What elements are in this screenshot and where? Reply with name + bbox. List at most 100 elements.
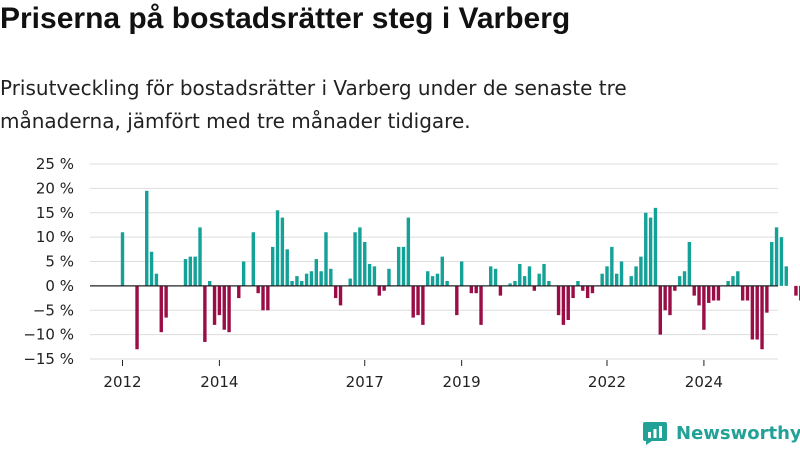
brand-logo: Newsworthy bbox=[642, 418, 800, 448]
y-tick-label: 15 % bbox=[36, 204, 74, 222]
y-tick-label: 0 % bbox=[45, 277, 74, 295]
bar bbox=[658, 285, 662, 335]
bar bbox=[634, 266, 638, 286]
bar bbox=[493, 268, 498, 286]
bar bbox=[784, 266, 788, 286]
bar bbox=[227, 285, 231, 333]
bar bbox=[469, 285, 474, 294]
bar bbox=[377, 285, 381, 296]
grid-lines bbox=[90, 163, 778, 360]
y-tick-label: 20 % bbox=[36, 179, 74, 197]
bar bbox=[314, 259, 318, 286]
bar bbox=[435, 273, 440, 286]
bar bbox=[585, 285, 590, 299]
y-tick-label: −15 % bbox=[23, 350, 74, 368]
bar bbox=[740, 285, 745, 301]
bar bbox=[203, 285, 207, 342]
bar bbox=[508, 283, 512, 286]
x-tick-label: 2022 bbox=[588, 373, 626, 391]
y-tick-label: −5 % bbox=[33, 301, 74, 319]
bar bbox=[159, 285, 163, 333]
bar bbox=[363, 242, 367, 286]
bar bbox=[459, 261, 464, 286]
bar bbox=[396, 246, 401, 286]
bar bbox=[154, 273, 159, 286]
bar bbox=[736, 271, 740, 286]
bar bbox=[605, 266, 609, 286]
bar bbox=[668, 285, 672, 316]
bar bbox=[750, 285, 755, 340]
bar bbox=[416, 285, 420, 316]
bar bbox=[329, 268, 333, 286]
bar bbox=[212, 285, 217, 325]
bar bbox=[275, 210, 280, 286]
bar bbox=[702, 285, 706, 330]
bar bbox=[198, 227, 202, 286]
bar bbox=[673, 285, 677, 291]
bar bbox=[348, 278, 352, 286]
bar bbox=[290, 281, 294, 286]
bar bbox=[532, 285, 537, 291]
bar bbox=[527, 266, 532, 286]
bar bbox=[687, 242, 692, 286]
bar bbox=[614, 273, 619, 286]
bar bbox=[755, 285, 759, 340]
bar bbox=[653, 207, 658, 286]
bars bbox=[120, 190, 800, 350]
bar bbox=[217, 285, 222, 316]
bar bbox=[498, 285, 503, 296]
bar bbox=[571, 285, 575, 299]
bar bbox=[440, 256, 444, 286]
bar bbox=[716, 285, 721, 301]
bar bbox=[576, 281, 580, 286]
bar bbox=[430, 276, 435, 286]
bar bbox=[295, 276, 299, 286]
bar bbox=[426, 271, 430, 286]
bar bbox=[663, 285, 667, 311]
bar bbox=[241, 261, 246, 286]
bar bbox=[251, 232, 256, 286]
bar bbox=[382, 285, 386, 291]
bar bbox=[479, 285, 483, 325]
bar bbox=[285, 249, 289, 286]
bar bbox=[421, 285, 425, 325]
bar bbox=[518, 263, 522, 286]
bar bbox=[648, 217, 653, 286]
bar bbox=[222, 285, 226, 330]
chart-title: Priserna på bostadsrätter steg i Varberg bbox=[0, 2, 571, 35]
bar bbox=[237, 285, 241, 299]
bar bbox=[387, 268, 391, 286]
y-axis-tick-labels: 25 % 20 % 15 % 10 % 5 % 0 % −5 % −10 % −15 % bbox=[23, 155, 74, 368]
bar bbox=[411, 285, 415, 318]
bar bbox=[208, 281, 212, 286]
bar bbox=[745, 285, 750, 301]
bar bbox=[445, 281, 449, 286]
x-tick-label: 2014 bbox=[200, 373, 238, 391]
bar bbox=[542, 263, 546, 286]
bar bbox=[266, 285, 270, 311]
bar bbox=[261, 285, 265, 311]
bar bbox=[135, 285, 139, 350]
bar bbox=[561, 285, 566, 325]
x-axis: 2012 2014 2017 2019 2022 2024 bbox=[103, 360, 723, 391]
brand-name: Newsworthy bbox=[676, 422, 800, 444]
bar bbox=[547, 281, 551, 286]
bar bbox=[779, 237, 784, 286]
x-tick-label: 2024 bbox=[685, 373, 723, 391]
bar bbox=[731, 276, 735, 286]
bar bbox=[406, 217, 411, 286]
bar bbox=[319, 271, 323, 286]
bar bbox=[707, 285, 711, 303]
y-tick-label: 25 % bbox=[36, 155, 74, 173]
bar bbox=[271, 246, 275, 286]
bar bbox=[619, 261, 624, 286]
bar bbox=[692, 285, 696, 296]
bar bbox=[644, 212, 648, 286]
bar bbox=[309, 271, 314, 286]
bar bbox=[474, 285, 478, 294]
bar bbox=[353, 232, 357, 286]
bar bbox=[770, 242, 774, 286]
bar bbox=[610, 246, 614, 286]
bar bbox=[677, 276, 682, 286]
